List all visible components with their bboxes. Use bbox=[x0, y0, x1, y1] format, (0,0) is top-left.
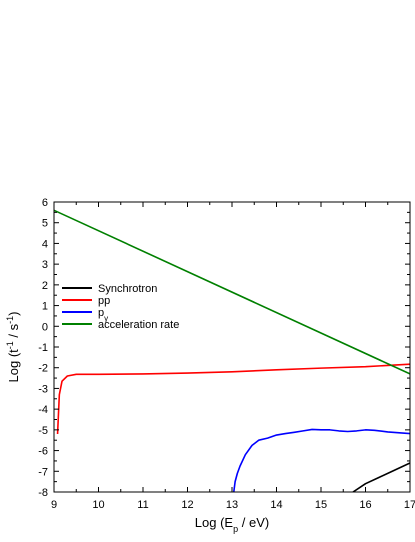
legend-label: Synchrotron bbox=[98, 283, 157, 295]
series-line-p bbox=[232, 428, 410, 492]
subscript-text: p bbox=[233, 524, 238, 534]
y-tick-label: -5 bbox=[38, 425, 48, 437]
x-tick-label: 15 bbox=[315, 499, 327, 511]
superscript-text: -1 bbox=[5, 341, 15, 349]
x-tick-label: 10 bbox=[92, 499, 104, 511]
subscript-text: γ bbox=[104, 314, 108, 323]
y-tick-label: -2 bbox=[38, 363, 48, 375]
label-text: / eV) bbox=[238, 515, 269, 530]
superscript-text: -1 bbox=[5, 316, 15, 324]
x-tick-label: 13 bbox=[226, 499, 238, 511]
y-tick-label: -4 bbox=[38, 404, 48, 416]
series-line-synchrotron bbox=[352, 462, 410, 492]
y-tick-label: 4 bbox=[42, 238, 48, 250]
y-tick-label: 1 bbox=[42, 301, 48, 313]
y-tick-label: -7 bbox=[38, 466, 48, 478]
plot-frame bbox=[53, 201, 411, 493]
label-text: pp bbox=[98, 295, 110, 307]
x-axis-label: Log (Ep / eV) bbox=[195, 515, 269, 534]
x-tick-label: 12 bbox=[181, 499, 193, 511]
label-text: Log (t bbox=[6, 349, 21, 383]
series-line-pp bbox=[56, 363, 410, 435]
y-tick-label: 3 bbox=[42, 259, 48, 271]
y-tick-label: 6 bbox=[42, 197, 48, 209]
series-line-acceleration-rate bbox=[54, 209, 410, 375]
legend-label: pp bbox=[98, 295, 110, 307]
label-text: Synchrotron bbox=[98, 283, 157, 295]
y-tick-label: -8 bbox=[38, 487, 48, 499]
label-text: acceleration rate bbox=[98, 319, 179, 331]
x-tick-label: 11 bbox=[137, 499, 148, 511]
label-text: ) bbox=[6, 312, 21, 316]
x-tick-label: 17 bbox=[404, 499, 415, 511]
y-tick-label: 5 bbox=[42, 218, 48, 230]
label-text: p bbox=[98, 307, 104, 319]
label-text: Log (E bbox=[195, 515, 234, 530]
legend-label: acceleration rate bbox=[98, 319, 179, 331]
x-tick-label: 9 bbox=[51, 499, 57, 511]
y-tick-label: 0 bbox=[42, 321, 48, 333]
y-axis-label: Log (t-1 / s-1) bbox=[5, 312, 21, 383]
y-tick-label: -6 bbox=[38, 446, 48, 458]
y-tick-label: -3 bbox=[38, 383, 48, 395]
y-tick-label: 2 bbox=[42, 280, 48, 292]
x-tick-label: 16 bbox=[359, 499, 371, 511]
label-text: / s bbox=[6, 323, 21, 341]
y-tick-label: -1 bbox=[38, 342, 48, 354]
x-tick-label: 14 bbox=[270, 499, 282, 511]
legend-label: pγ bbox=[98, 307, 108, 323]
